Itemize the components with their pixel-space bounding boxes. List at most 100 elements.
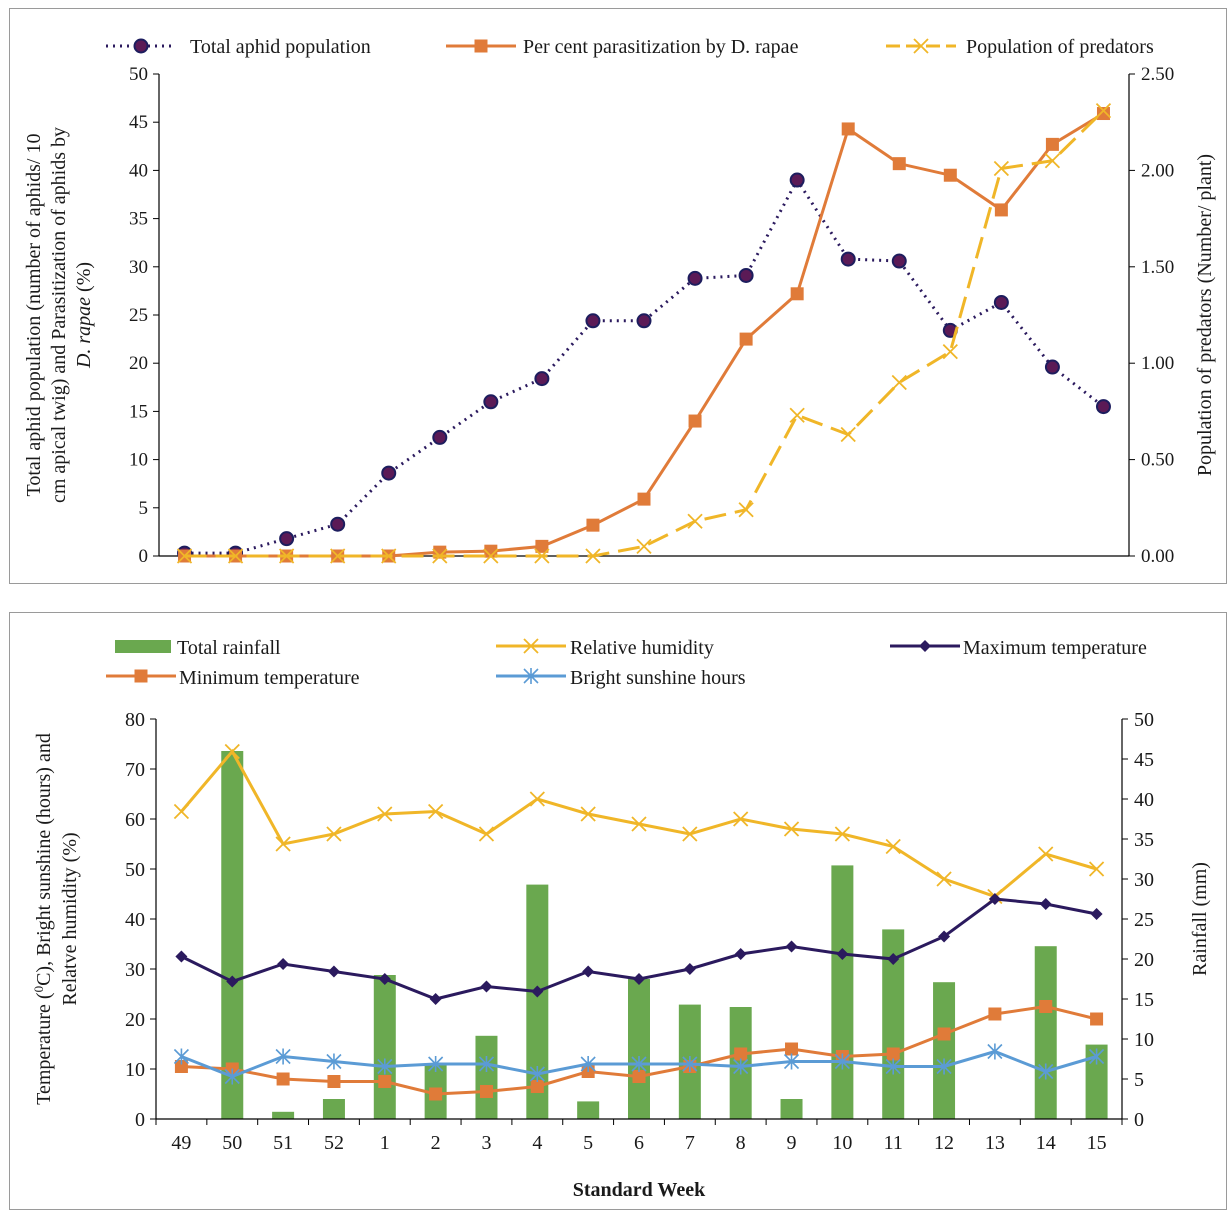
data-point-0-7 bbox=[534, 371, 550, 387]
data-point-2-9 bbox=[636, 538, 652, 554]
x-tick-label: 1 bbox=[380, 1132, 390, 1154]
data-point-2-15 bbox=[937, 1027, 951, 1041]
y-axis-label-unit: (%) bbox=[73, 262, 95, 297]
data-point-0-3 bbox=[326, 826, 342, 842]
data-point-1-18 bbox=[1090, 908, 1103, 920]
data-point-3-18 bbox=[1089, 1048, 1105, 1065]
rainfall-bar-1 bbox=[221, 751, 244, 1119]
y2-tick-label: 0.50 bbox=[1141, 450, 1174, 471]
x-tick-label: 10 bbox=[832, 1132, 852, 1154]
data-point-1-7 bbox=[531, 985, 544, 998]
y-tick-label: 5 bbox=[139, 498, 149, 519]
data-point-3-15 bbox=[936, 1058, 952, 1075]
data-point-0-4 bbox=[381, 465, 397, 481]
data-point-3-12 bbox=[783, 1053, 800, 1070]
y-axis-label-part1: Temperature ( bbox=[33, 992, 55, 1105]
data-point-0-2 bbox=[275, 836, 291, 852]
data-point-2-12 bbox=[789, 407, 805, 423]
data-point-0-2 bbox=[279, 531, 295, 547]
legend-humidity-marker bbox=[523, 638, 539, 654]
y2-tick-label: 40 bbox=[1134, 789, 1154, 811]
y-tick-label: 10 bbox=[129, 450, 148, 471]
data-point-1-18 bbox=[1096, 107, 1110, 121]
x-tick-label: 11 bbox=[884, 1132, 903, 1154]
rainfall-bar-4 bbox=[373, 975, 396, 1119]
x-tick-label: 8 bbox=[736, 1132, 746, 1154]
rainfall-bar-7 bbox=[526, 884, 549, 1119]
y2-tick-label: 10 bbox=[1134, 1029, 1154, 1051]
data-point-2-6 bbox=[483, 548, 499, 564]
y-axis-label-species: D. rapae bbox=[73, 297, 95, 369]
x-tick-label: 52 bbox=[324, 1132, 344, 1154]
y-tick-label: 70 bbox=[125, 759, 145, 781]
data-point-2-4 bbox=[378, 1075, 392, 1088]
weather-chart-panel: 0 10 20 30 40 50 60 70 80 0 5 10 15 20 25 30 35 40 45 50 49 5… bbox=[9, 612, 1227, 1210]
data-point-0-18 bbox=[1088, 861, 1105, 877]
data-point-1-16 bbox=[988, 893, 1001, 905]
data-point-0-3 bbox=[330, 516, 346, 532]
data-point-2-6 bbox=[479, 1085, 493, 1098]
data-point-0-9 bbox=[631, 816, 647, 832]
y2-tick-label: 25 bbox=[1134, 909, 1154, 931]
data-point-1-14 bbox=[892, 157, 906, 171]
data-point-3-14 bbox=[885, 1058, 901, 1075]
data-point-2-1 bbox=[227, 548, 244, 564]
data-point-1-10 bbox=[688, 414, 702, 428]
data-point-1-3 bbox=[327, 965, 340, 978]
y2-tick-label: 2.00 bbox=[1141, 160, 1174, 181]
rainfall-bar-17 bbox=[1034, 946, 1057, 1119]
x-tick-label: 15 bbox=[1087, 1132, 1107, 1154]
legend-label: Relative humidity bbox=[570, 637, 714, 659]
data-point-2-0 bbox=[174, 1060, 188, 1073]
data-point-2-11 bbox=[738, 502, 754, 518]
aphid-population-chart-panel: 0 5 10 15 20 25 30 35 40 45 50 0.00 0.50 1.00 1.50 2.00… bbox=[9, 8, 1227, 584]
data-point-2-0 bbox=[176, 548, 193, 564]
data-point-0-8 bbox=[580, 806, 596, 822]
data-point-0-15 bbox=[936, 871, 952, 887]
y2-tick-label: 0 bbox=[1134, 1109, 1144, 1131]
data-point-2-8 bbox=[585, 548, 601, 564]
data-point-0-5 bbox=[427, 803, 444, 820]
data-point-0-6 bbox=[483, 394, 499, 410]
data-point-1-0 bbox=[175, 950, 188, 963]
y2-tick-label: 50 bbox=[1134, 709, 1154, 731]
data-point-0-14 bbox=[885, 838, 901, 855]
data-point-3-13 bbox=[834, 1053, 850, 1070]
y-tick-label: 35 bbox=[129, 209, 148, 230]
data-point-1-8 bbox=[582, 965, 595, 978]
data-point-1-9 bbox=[637, 492, 651, 506]
y-tick-label: 45 bbox=[129, 112, 148, 133]
data-point-0-16 bbox=[993, 294, 1009, 310]
data-point-0-11 bbox=[738, 267, 754, 283]
y-tick-label: 25 bbox=[129, 305, 148, 326]
x-tick-label: 6 bbox=[634, 1132, 644, 1154]
data-point-0-10 bbox=[687, 270, 703, 286]
data-point-3-10 bbox=[682, 1056, 698, 1072]
legend-label: Per cent parasitization by D. rapae bbox=[523, 36, 799, 58]
data-point-3-0 bbox=[173, 1048, 189, 1065]
y-tick-label: 0 bbox=[135, 1109, 145, 1131]
rainfall-bar-18 bbox=[1085, 1044, 1108, 1119]
x-tick-label: 12 bbox=[934, 1132, 954, 1154]
legend-label: Minimum temperature bbox=[179, 667, 360, 689]
y-tick-label: 40 bbox=[129, 160, 148, 181]
data-point-1-6 bbox=[484, 544, 498, 558]
x-axis-label: Standard Week bbox=[573, 1179, 706, 1201]
rainfall-bar-9 bbox=[628, 979, 650, 1119]
data-point-1-13 bbox=[841, 122, 855, 136]
x-tick-label: 13 bbox=[985, 1132, 1005, 1154]
data-point-0-7 bbox=[529, 791, 545, 807]
y-axis-label-part2: C), Bright sunshine (hours) and bbox=[33, 733, 55, 986]
y-tick-label: 20 bbox=[125, 1009, 145, 1031]
aphid-population-chart: 0 5 10 15 20 25 30 35 40 45 50 0.00 0.50 1.00 1.50 2.00… bbox=[23, 36, 1216, 567]
data-point-1-12 bbox=[790, 287, 804, 301]
y-tick-label: 80 bbox=[125, 709, 145, 731]
data-point-1-17 bbox=[1039, 898, 1052, 910]
y-tick-label: 10 bbox=[125, 1059, 145, 1081]
data-point-3-7 bbox=[529, 1066, 545, 1082]
y-axis-label-line3: D. rapae (%) bbox=[73, 262, 95, 369]
rainfall-bar-13 bbox=[831, 865, 854, 1119]
rainfall-bar-8 bbox=[577, 1101, 600, 1119]
y2-axis-label: Rainfall (mm) bbox=[1189, 862, 1211, 976]
legend-max-temp-marker bbox=[919, 640, 931, 652]
